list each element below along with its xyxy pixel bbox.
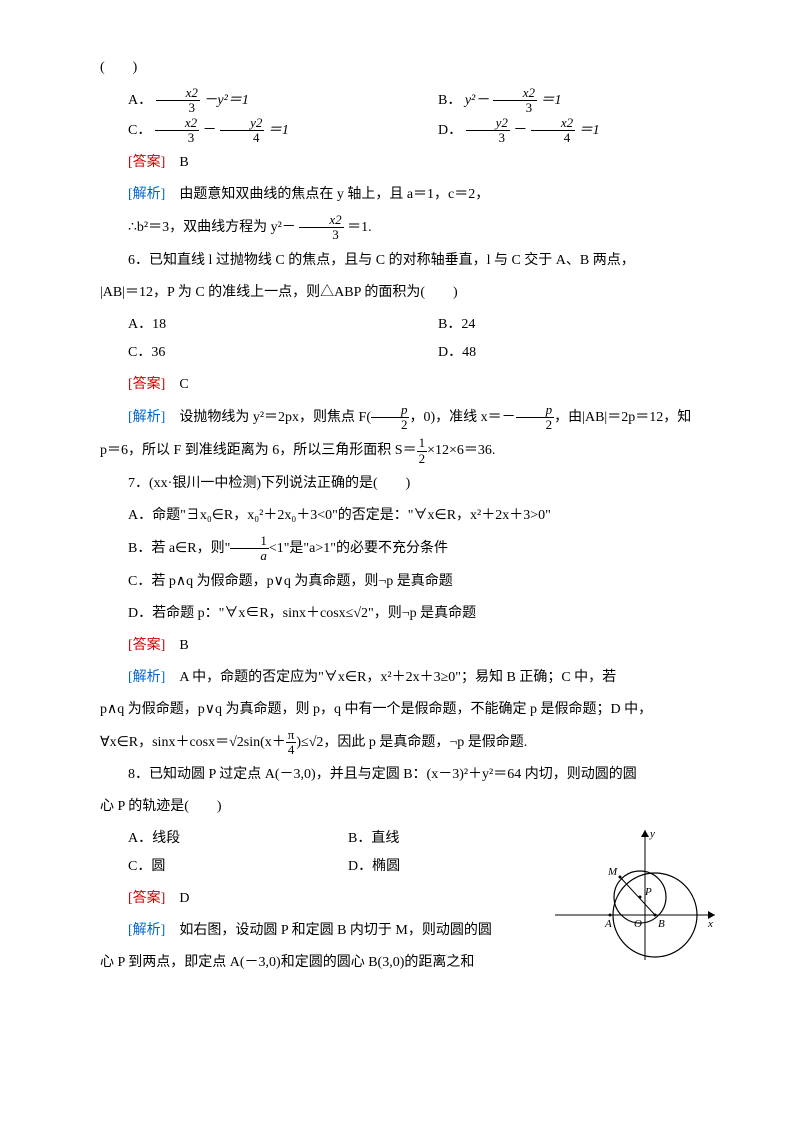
q6-m2: ，准线 x＝－ [435, 410, 516, 425]
q5-optC-tail: ＝1 [268, 123, 289, 138]
q8-optD: D．椭圆 [320, 853, 540, 881]
q6-optC: C．36 [100, 339, 410, 367]
q6-m1: ，0 [409, 410, 430, 425]
analysis-label: [解析] [128, 923, 165, 938]
q7-ana3-frac: π4 [286, 728, 297, 758]
q5-ana2-post: ＝1. [347, 220, 372, 235]
pt-P: P [644, 886, 652, 898]
q8-diagram: x y A B O M P [550, 825, 720, 965]
q5-optB-label: B． [438, 93, 461, 108]
q7-optB-frac: 1a [230, 534, 269, 564]
q5-optC-mid: － [203, 123, 217, 138]
q5-answer: [答案] B [100, 149, 720, 177]
q7-optB: B．若 a∈R，则"1a<1"是"a>1"的必要不充分条件 [100, 534, 720, 564]
axis-x-label: x [707, 918, 713, 930]
q5-optB: B． y²－ x23 ＝1 [410, 86, 720, 116]
q5-optD-mid: － [513, 123, 527, 138]
q7-optD: D．若命题 p："∀x∈R，sinx＋cosx≤√2"，则¬p 是真命题 [100, 600, 720, 628]
q6-m3: ，由|AB|＝2p＝12，知 [554, 410, 691, 425]
answer-label: [答案] [128, 377, 165, 392]
q8-optB: B．直线 [320, 825, 540, 853]
pt-A: A [604, 918, 612, 930]
q6-answer: [答案] C [100, 371, 720, 399]
q6-f2: p2 [516, 403, 555, 433]
q5-ana2-pre: ∴b²＝3，双曲线方程为 y²－ [128, 220, 296, 235]
q7-answer-val: B [179, 638, 188, 653]
q5-stem-tail: ( ) [100, 54, 720, 82]
q6-ana2-pre: p＝6，所以 F 到准线距离为 6，所以三角形面积 S＝ [100, 443, 417, 458]
q7-optA: A．命题"∃x₀∈R，x₀²＋2x₀＋3<0"的否定是："∀x∈R，x²＋2x＋… [100, 502, 720, 530]
pt-O: O [634, 918, 642, 930]
q5-optC: C． x23 － y24 ＝1 [100, 116, 410, 146]
analysis-label: [解析] [128, 187, 165, 202]
q7-answer: [答案] B [100, 632, 720, 660]
q8-optA: A．线段 [100, 825, 320, 853]
q8-optC: C．圆 [100, 853, 320, 881]
q7-ana1: [解析] A 中，命题的否定应为"∀x∈R，x²＋2x＋3≥0"；易知 B 正确… [100, 664, 720, 692]
answer-label: [答案] [128, 638, 165, 653]
q5-ana2-frac: x23 [299, 213, 343, 243]
q6-opts-row2: C．36 D．48 [100, 339, 720, 367]
q7-ana3: ∀x∈R，sinx＋cosx＝√2sin(x＋π4)≤√2，因此 p 是真命题，… [100, 728, 720, 758]
q5-optA-frac: x23 [156, 86, 200, 116]
q7-ana3-pre: ∀x∈R，sinx＋cosx＝√2sin(x＋ [100, 735, 286, 750]
q5-optB-frac: x23 [493, 86, 537, 116]
q5-answer-val: B [179, 155, 188, 170]
q5-optD-label: D． [438, 123, 462, 138]
q5-optB-tail: ＝1 [541, 93, 562, 108]
pt-B: B [658, 918, 665, 930]
q5-optC-label: C． [128, 123, 151, 138]
q5-optA-tail: －y²＝1 [203, 93, 248, 108]
q6-stem1: 6．已知直线 l 过抛物线 C 的焦点，且与 C 的对称轴垂直，l 与 C 交于… [100, 247, 720, 275]
q6-f1: p2 [371, 403, 410, 433]
axis-y-label: y [649, 828, 655, 840]
q6-opts-row1: A．18 B．24 [100, 311, 720, 339]
q5-opts-row2: C． x23 － y24 ＝1 D． y23 － x24 ＝1 [100, 116, 720, 146]
q7-stem: 7．(xx·银川一中检测)下列说法正确的是( ) [100, 470, 720, 498]
answer-label: [答案] [128, 155, 165, 170]
q6-optD: D．48 [410, 339, 720, 367]
q6-f3: 12 [417, 436, 428, 466]
q5-analysis-2: ∴b²＝3，双曲线方程为 y²－ x23 ＝1. [100, 213, 720, 243]
q5-optD-f1: y23 [466, 116, 510, 146]
q6-stem2: |AB|＝12，P 为 C 的准线上一点，则△ABP 的面积为( ) [100, 279, 720, 307]
q5-analysis-1: [解析] 由题意知双曲线的焦点在 y 轴上，且 a＝1，c＝2， [100, 181, 720, 209]
q8-answer-val: D [179, 891, 189, 906]
q5-ana-text1: 由题意知双曲线的焦点在 y 轴上，且 a＝1，c＝2， [179, 187, 489, 202]
q5-optD-tail: ＝1 [579, 123, 600, 138]
q6-ana-pre: 设抛物线为 y²＝2px，则焦点 F [179, 410, 366, 425]
q7-optB-pre: B．若 a∈R，则" [128, 541, 230, 556]
q6-optA: A．18 [100, 311, 410, 339]
analysis-label: [解析] [128, 670, 165, 685]
q7-ana2: p∧q 为假命题，p∨q 为真命题，则 p，q 中有一个是假命题，不能确定 p … [100, 696, 720, 724]
q7-optB-post: <1"是"a>1"的必要不充分条件 [269, 541, 448, 556]
q5-optA-label: A． [128, 93, 152, 108]
q6-analysis-2: p＝6，所以 F 到准线距离为 6，所以三角形面积 S＝12×12×6＝36. [100, 436, 720, 466]
q8-opts-row2: C．圆 D．椭圆 [100, 853, 540, 881]
q5-optC-f2: y24 [220, 116, 264, 146]
q6-analysis-1: [解析] 设抛物线为 y²＝2px，则焦点 F(p2，0)，准线 x＝－p2，由… [100, 403, 720, 433]
q8-ana1-t: 如右图，设动圆 P 和定圆 B 内切于 M，则动圆的圆 [179, 923, 492, 938]
q5-opts-row1: A． x23 －y²＝1 B． y²－ x23 ＝1 [100, 86, 720, 116]
q6-optB: B．24 [410, 311, 720, 339]
q6-ana2-post: ×12×6＝36. [427, 443, 495, 458]
q7-ana1-t: A 中，命题的否定应为"∀x∈R，x²＋2x＋3≥0"；易知 B 正确；C 中，… [179, 670, 616, 685]
q5-optB-pre: y²－ [465, 93, 489, 108]
q5-optA: A． x23 －y²＝1 [100, 86, 410, 116]
q5-optC-f1: x23 [155, 116, 199, 146]
answer-label: [答案] [128, 891, 165, 906]
q5-optD: D． y23 － x24 ＝1 [410, 116, 720, 146]
q8-opts-row1: A．线段 B．直线 [100, 825, 540, 853]
q6-answer-val: C [179, 377, 188, 392]
q5-optD-f2: x24 [531, 116, 575, 146]
q7-ana3-post: )≤√2，因此 p 是真命题，¬p 是假命题. [296, 735, 527, 750]
q7-optC: C．若 p∧q 为假命题，p∨q 为真命题，则¬p 是真命题 [100, 568, 720, 596]
analysis-label: [解析] [128, 410, 165, 425]
q8-stem1: 8．已知动圆 P 过定点 A(－3,0)，并且与定圆 B：(x－3)²＋y²＝6… [100, 761, 720, 789]
q8-stem2: 心 P 的轨迹是( ) [100, 793, 720, 821]
pt-M: M [607, 866, 618, 878]
